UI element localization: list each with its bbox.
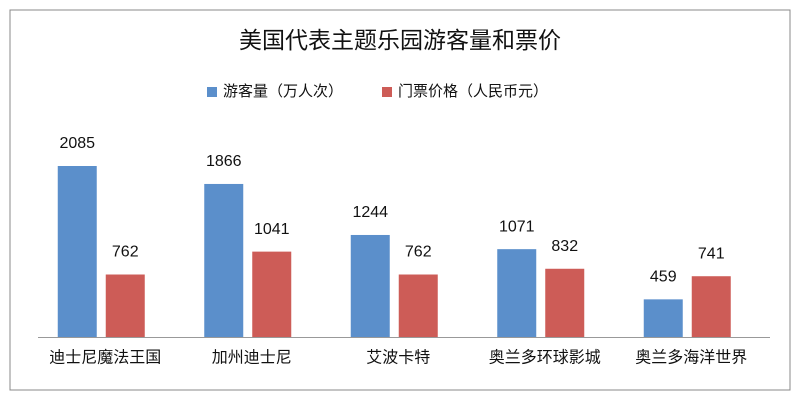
x-tick-label: 迪士尼魔法王国 [49,348,161,367]
data-label: 1244 [352,204,388,221]
legend-label: 游客量（万人次） [223,82,343,100]
x-tick-label: 艾波卡特 [366,348,430,367]
data-label: 1866 [206,153,242,170]
data-label: 1041 [254,221,290,238]
bar [204,183,244,337]
x-tick-label: 奥兰多海洋世界 [635,348,747,367]
data-label: 762 [405,244,432,261]
data-label: 741 [698,245,725,262]
chart-title: 美国代表主题乐园游客量和票价 [239,28,561,54]
bar [105,274,145,337]
legend-label: 门票价格（人民币元） [398,82,548,100]
bar [497,249,537,337]
x-tick-label: 奥兰多环球影城 [489,348,601,367]
bar [545,268,585,337]
data-label: 459 [650,269,677,286]
x-tick-label: 加州迪士尼 [212,348,292,367]
bar [252,251,292,337]
bar [691,276,731,337]
bar [57,166,97,337]
bar [643,299,683,337]
data-label: 762 [112,244,139,261]
bar [350,234,390,337]
bar [398,274,438,337]
data-label: 832 [551,238,578,255]
legend-swatch [382,87,392,97]
data-label: 2085 [59,135,95,152]
legend-swatch [207,87,217,97]
data-label: 1071 [499,218,535,235]
